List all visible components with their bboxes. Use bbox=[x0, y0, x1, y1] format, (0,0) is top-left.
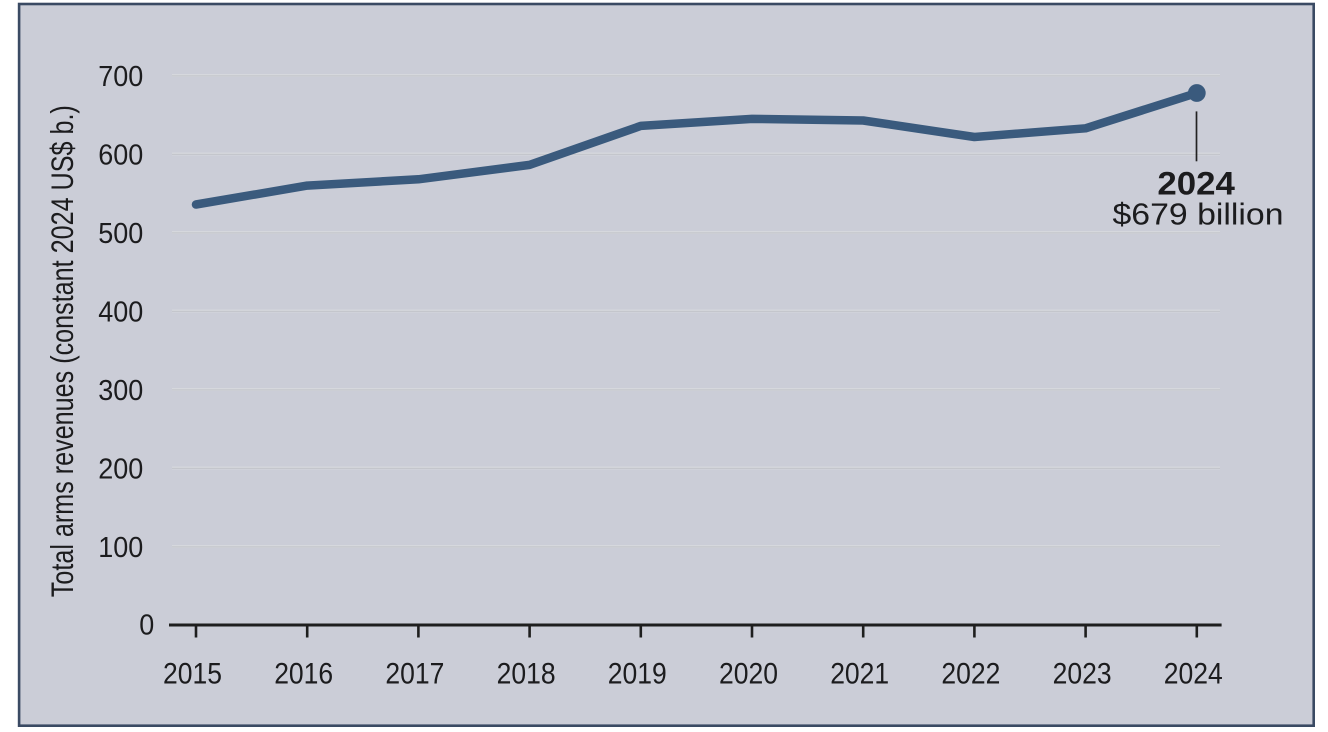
svg-text:200: 200 bbox=[98, 454, 143, 486]
svg-text:100: 100 bbox=[98, 532, 143, 564]
svg-text:300: 300 bbox=[98, 375, 143, 407]
svg-text:2024: 2024 bbox=[1157, 166, 1235, 202]
svg-text:500: 500 bbox=[98, 218, 143, 250]
svg-text:Total arms revenues (constant: Total arms revenues (constant 2024 US$ b… bbox=[44, 105, 80, 597]
svg-text:2016: 2016 bbox=[274, 658, 333, 691]
svg-text:$679 billion: $679 billion bbox=[1113, 198, 1284, 232]
svg-text:2015: 2015 bbox=[163, 658, 222, 691]
svg-text:0: 0 bbox=[139, 610, 154, 642]
svg-text:2017: 2017 bbox=[385, 658, 444, 691]
svg-text:2021: 2021 bbox=[830, 658, 889, 691]
svg-text:600: 600 bbox=[98, 140, 143, 172]
svg-text:2024: 2024 bbox=[1164, 658, 1223, 691]
svg-text:700: 700 bbox=[98, 61, 143, 93]
svg-text:2018: 2018 bbox=[497, 658, 556, 691]
svg-text:2023: 2023 bbox=[1053, 658, 1112, 691]
svg-text:400: 400 bbox=[98, 297, 143, 329]
svg-text:2022: 2022 bbox=[941, 658, 1000, 691]
svg-text:2019: 2019 bbox=[608, 658, 667, 691]
svg-text:2020: 2020 bbox=[719, 658, 778, 691]
